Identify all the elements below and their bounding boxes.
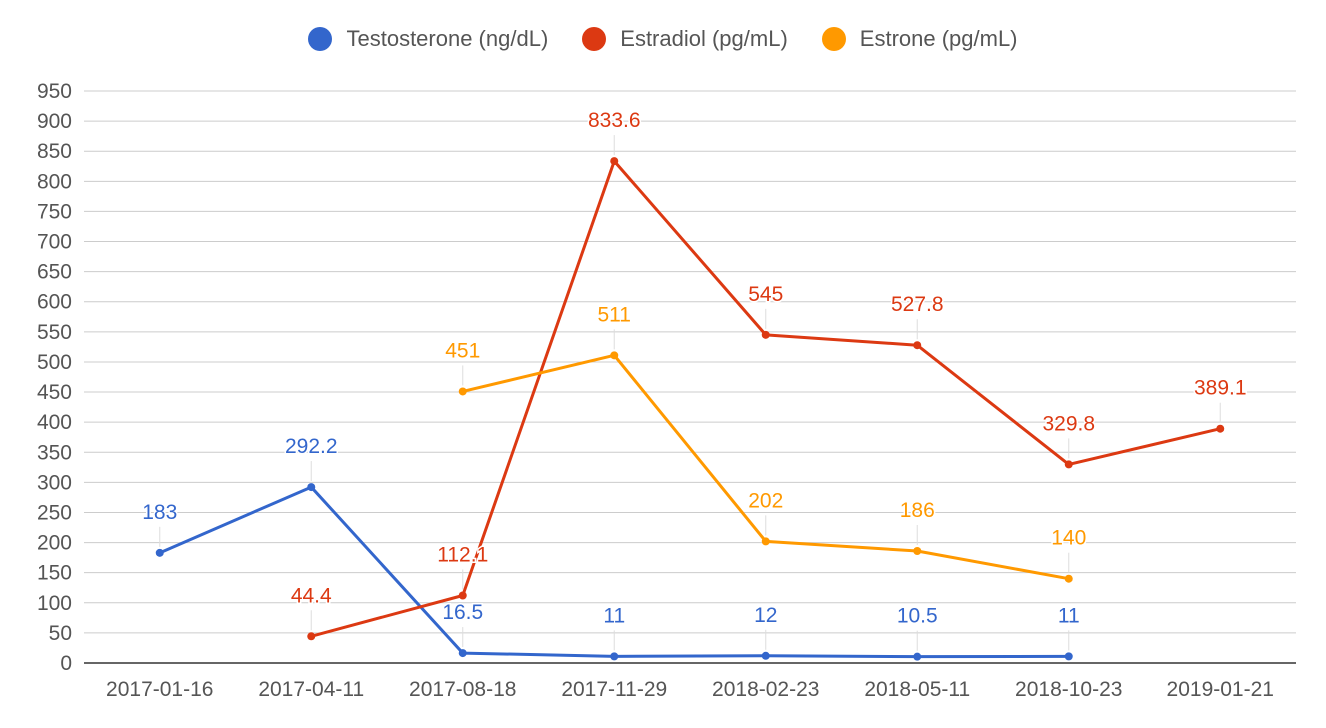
gridlines [84,90,1296,664]
data-point-estrone [761,537,770,546]
legend-marker-testosterone [308,27,333,51]
legend-item-estradiol[interactable]: Estradiol (pg/mL) [582,26,788,52]
legend-item-testosterone[interactable]: Testosterone (ng/dL) [308,26,548,52]
series-lines [155,157,1225,661]
y-tick-label: 150 [37,562,72,585]
data-point-testosterone [610,652,619,661]
data-point-testosterone [155,548,164,557]
y-tick-label: 700 [37,231,72,254]
data-label-estradiol: 112.1 [437,544,488,567]
data-label-estradiol: 389.1 [1194,377,1247,400]
data-point-estradiol [1064,460,1073,469]
x-tick-label: 2018-05-11 [864,678,970,701]
data-labels: 183 292.2 16.5 11 12 10.5 11 44.4 112.1 833.6 545 5… [141,108,1248,651]
y-tick-label: 450 [37,381,72,404]
legend-marker-estradiol [582,27,607,51]
data-label-estrone: 451 [445,339,480,362]
data-point-estradiol [761,330,770,339]
data-point-estrone [1064,574,1073,583]
data-label-testosterone: 10.5 [897,605,938,628]
data-label-estrone: 511 [598,303,631,326]
x-tick-label: 2017-11-29 [561,678,667,701]
data-label-estrone: 186 [900,499,935,522]
data-point-testosterone [913,652,922,661]
data-label-testosterone: 183 [142,501,177,524]
y-tick-label: 250 [37,501,72,524]
y-tick-label: 300 [37,471,72,494]
x-tick-label: 2018-02-23 [712,678,819,701]
data-label-estradiol: 527.8 [891,293,944,316]
y-tick-label: 750 [37,200,72,223]
data-point-estrone [458,387,467,396]
axes: 0 50 100 150 200 250 300 350 400 450 500 550 600 650 7… [37,80,1274,701]
data-label-testosterone: 12 [754,604,777,627]
data-label-testosterone: 292.2 [285,435,338,458]
legend-marker-estrone [821,27,846,51]
data-label-estrone: 140 [1051,527,1086,550]
legend-item-estrone[interactable]: Estrone (pg/mL) [821,26,1018,52]
data-point-estradiol [458,591,467,600]
y-tick-label: 400 [37,411,72,434]
y-tick-label: 50 [49,622,72,645]
legend-label-testosterone: Testosterone (ng/dL) [346,26,549,51]
legend: Testosterone (ng/dL) Estradiol (pg/mL) E… [0,26,1326,52]
data-point-testosterone [761,651,770,660]
data-label-testosterone: 11 [603,604,625,627]
data-point-testosterone [1064,652,1073,661]
y-tick-label: 950 [37,80,72,103]
y-tick-label: 550 [37,321,72,344]
x-tick-label: 2017-04-11 [258,678,364,701]
data-label-estradiol: 833.6 [588,109,641,132]
data-label-estradiol: 44.4 [291,584,332,607]
x-tick-label: 2018-10-23 [1015,678,1122,701]
y-tick-label: 350 [37,441,72,464]
y-tick-label: 850 [37,140,72,163]
data-label-estrone: 202 [748,489,783,512]
y-tick-label: 200 [37,532,72,555]
y-tick-label: 800 [37,170,72,193]
legend-label-estradiol: Estradiol (pg/mL) [620,26,788,51]
y-tick-label: 500 [37,351,72,374]
y-tick-label: 900 [37,110,72,133]
x-tick-label: 2017-08-18 [409,678,516,701]
legend-label-estrone: Estrone (pg/mL) [859,26,1018,51]
data-label-testosterone: 16.5 [442,601,483,624]
data-point-estradiol [1216,424,1225,433]
data-point-testosterone [458,649,467,658]
data-label-testosterone: 11 [1058,604,1080,627]
data-point-estradiol [307,632,316,641]
data-label-estradiol: 329.8 [1042,412,1095,435]
y-tick-label: 100 [37,592,72,615]
y-tick-label: 600 [37,291,72,314]
y-tick-label: 0 [60,652,72,675]
data-point-estrone [610,351,619,360]
y-tick-label: 650 [37,261,72,284]
data-point-estrone [913,547,922,556]
x-tick-label: 2017-01-16 [106,678,213,701]
data-point-estradiol [610,157,619,166]
data-point-testosterone [307,483,316,492]
data-label-estradiol: 545 [748,283,783,306]
x-tick-label: 2019-01-21 [1167,678,1274,701]
data-point-estradiol [913,341,922,350]
